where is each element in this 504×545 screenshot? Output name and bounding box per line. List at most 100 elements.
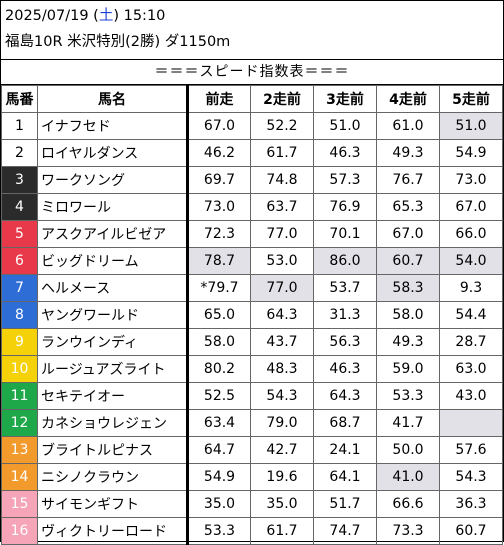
table-row: 10 ルージュアズライト 80.2 48.3 46.3 59.0 63.0 bbox=[1, 355, 503, 383]
index-last: 64.7 bbox=[186, 436, 251, 464]
index-3rd: 24.1 bbox=[313, 436, 377, 464]
index-last: 67.0 bbox=[186, 112, 251, 140]
index-3rd: 46.3 bbox=[313, 355, 377, 383]
horse-number: 15 bbox=[1, 490, 38, 518]
index-5th: 54.4 bbox=[439, 301, 503, 329]
race-datetime: 2025/07/19 (土) 15:10 bbox=[5, 6, 165, 26]
table-title: ＝＝＝スピード指数表＝＝＝ bbox=[1, 59, 503, 85]
horse-name: ロイヤルダンス bbox=[37, 139, 188, 167]
horse-number: 7 bbox=[1, 274, 38, 302]
horse-name: ヴィクトリーロード bbox=[37, 517, 188, 545]
index-last: 53.3 bbox=[186, 517, 251, 545]
index-4th: 50.0 bbox=[376, 436, 440, 464]
index-5th: 51.0 bbox=[439, 112, 503, 140]
index-4th: 61.0 bbox=[376, 112, 440, 140]
index-last: *79.7 bbox=[186, 274, 251, 302]
weekday-label: 土 bbox=[98, 8, 114, 24]
index-last: 54.9 bbox=[186, 463, 251, 491]
horse-name: ビッグドリーム bbox=[37, 247, 188, 275]
horse-number: 14 bbox=[1, 463, 38, 491]
index-2nd: 63.7 bbox=[250, 193, 314, 221]
horse-name: ニシノクラウン bbox=[37, 463, 188, 491]
col-header-5th: 5走前 bbox=[439, 85, 503, 113]
horse-number: 11 bbox=[1, 382, 38, 410]
index-3rd: 74.7 bbox=[313, 517, 377, 545]
index-2nd: 53.0 bbox=[250, 247, 314, 275]
table-row: 9 ランウインディ 58.0 43.7 56.3 49.3 28.7 bbox=[1, 328, 503, 356]
index-last: 73.0 bbox=[186, 193, 251, 221]
index-5th: 67.0 bbox=[439, 193, 503, 221]
index-3rd: 51.0 bbox=[313, 112, 377, 140]
horse-number: 8 bbox=[1, 301, 38, 329]
index-2nd: 54.3 bbox=[250, 382, 314, 410]
horse-name: ランウインディ bbox=[37, 328, 188, 356]
col-header-number: 馬番 bbox=[1, 85, 38, 113]
table-row: 12 カネショウレジェン 63.4 79.0 68.7 41.7 bbox=[1, 409, 503, 437]
index-3rd: 53.7 bbox=[313, 274, 377, 302]
table-row: 2 ロイヤルダンス 46.2 61.7 46.3 49.3 54.9 bbox=[1, 139, 503, 167]
horse-name: アスクアイルビゼア bbox=[37, 220, 188, 248]
index-3rd: 64.1 bbox=[313, 463, 377, 491]
index-3rd: 46.3 bbox=[313, 139, 377, 167]
horse-name: サイモンギフト bbox=[37, 490, 188, 518]
index-3rd: 86.0 bbox=[313, 247, 377, 275]
index-4th: 58.3 bbox=[376, 274, 440, 302]
col-header-name: 馬名 bbox=[37, 85, 188, 113]
index-3rd: 68.7 bbox=[313, 409, 377, 437]
table-row: 7 ヘルメース *79.7 77.0 53.7 58.3 9.3 bbox=[1, 274, 503, 302]
horse-number: 2 bbox=[1, 139, 38, 167]
horse-name: ヘルメース bbox=[37, 274, 188, 302]
index-4th: 60.7 bbox=[376, 247, 440, 275]
horse-name: ミロワール bbox=[37, 193, 188, 221]
horse-name: イナフセド bbox=[37, 112, 188, 140]
table-row: 3 ワークソング 69.7 74.8 57.3 76.7 73.0 bbox=[1, 166, 503, 194]
index-2nd: 77.0 bbox=[250, 220, 314, 248]
index-2nd: 43.7 bbox=[250, 328, 314, 356]
index-2nd: 79.0 bbox=[250, 409, 314, 437]
date-prefix: 2025/07/19 ( bbox=[5, 8, 99, 24]
index-3rd: 64.3 bbox=[313, 382, 377, 410]
col-header-4th: 4走前 bbox=[376, 85, 440, 113]
table-row: 14 ニシノクラウン 54.9 19.6 64.1 41.0 54.3 bbox=[1, 463, 503, 491]
header-row: 馬番 馬名 前走 2走前 3走前 4走前 5走前 bbox=[1, 85, 503, 113]
index-4th: 49.3 bbox=[376, 328, 440, 356]
index-4th: 66.6 bbox=[376, 490, 440, 518]
col-header-last: 前走 bbox=[186, 85, 251, 113]
index-3rd: 51.7 bbox=[313, 490, 377, 518]
table-row: 11 セキテイオー 52.5 54.3 64.3 53.3 43.0 bbox=[1, 382, 503, 410]
index-last: 65.0 bbox=[186, 301, 251, 329]
horse-number: 4 bbox=[1, 193, 38, 221]
horse-number: 3 bbox=[1, 166, 38, 194]
index-4th: 53.3 bbox=[376, 382, 440, 410]
table-row: 4 ミロワール 73.0 63.7 76.9 65.3 67.0 bbox=[1, 193, 503, 221]
index-5th: 36.3 bbox=[439, 490, 503, 518]
index-5th: 28.7 bbox=[439, 328, 503, 356]
col-header-3rd: 3走前 bbox=[313, 85, 377, 113]
index-last: 46.2 bbox=[186, 139, 251, 167]
index-last: 58.0 bbox=[186, 328, 251, 356]
index-last: 35.0 bbox=[186, 490, 251, 518]
index-4th: 65.3 bbox=[376, 193, 440, 221]
index-5th: 9.3 bbox=[439, 274, 503, 302]
index-4th: 49.3 bbox=[376, 139, 440, 167]
index-4th: 76.7 bbox=[376, 166, 440, 194]
col-header-2nd: 2走前 bbox=[250, 85, 314, 113]
horse-name: ブライトルピナス bbox=[37, 436, 188, 464]
index-2nd: 74.8 bbox=[250, 166, 314, 194]
table-row: 16 ヴィクトリーロード 53.3 61.7 74.7 73.3 60.7 bbox=[1, 517, 503, 545]
index-3rd: 76.9 bbox=[313, 193, 377, 221]
index-2nd: 61.7 bbox=[250, 517, 314, 545]
table-row: 15 サイモンギフト 35.0 35.0 51.7 66.6 36.3 bbox=[1, 490, 503, 518]
horse-name: カネショウレジェン bbox=[37, 409, 188, 437]
index-2nd: 77.0 bbox=[250, 274, 314, 302]
index-3rd: 31.3 bbox=[313, 301, 377, 329]
horse-number: 1 bbox=[1, 112, 38, 140]
date-suffix: ) 15:10 bbox=[113, 8, 166, 24]
horse-number: 10 bbox=[1, 355, 38, 383]
table-row: 6 ビッグドリーム 78.7 53.0 86.0 60.7 54.0 bbox=[1, 247, 503, 275]
horse-number: 13 bbox=[1, 436, 38, 464]
table-row: 5 アスクアイルビゼア 72.3 77.0 70.1 67.0 66.0 bbox=[1, 220, 503, 248]
index-last: 52.5 bbox=[186, 382, 251, 410]
index-5th: 60.7 bbox=[439, 517, 503, 545]
index-4th: 58.0 bbox=[376, 301, 440, 329]
